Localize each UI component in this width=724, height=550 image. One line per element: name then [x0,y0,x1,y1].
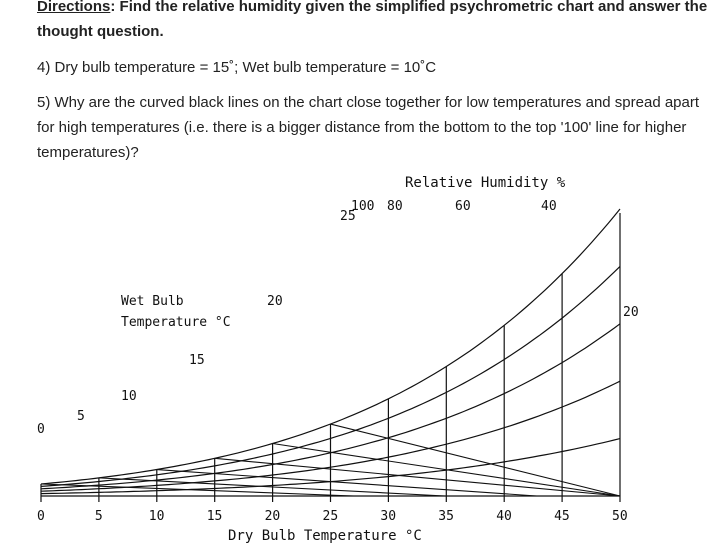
rh-curve-20 [40,438,621,495]
wb-label-5: 5 [77,409,85,424]
wb-label-0: 0 [37,422,45,437]
chart-labels: Relative Humidity % 100 80 60 40 20 Wet … [37,175,639,544]
psychrometric-chart: Relative Humidity % 100 80 60 40 20 Wet … [37,175,639,544]
question-4: 4) Dry bulb temperature = 15˚; Wet bulb … [37,59,437,76]
rh-curve-80 [40,265,621,487]
wet-bulb-line-25 [330,423,621,497]
relative-humidity-curves [40,208,621,495]
directions-body: Find the relative humidity given the sim… [37,0,708,40]
x-tick-30: 30 [380,509,396,524]
x-tick-10: 10 [149,509,165,524]
x-tick-40: 40 [496,509,512,524]
rh-label-40: 40 [541,199,557,214]
rh-label-100: 100 [351,199,374,214]
x-tick-5: 5 [95,509,103,524]
directions-text: Directions: Find the relative humidity g… [37,0,709,44]
chart-grid [40,213,621,502]
directions-label: Directions [37,0,111,15]
x-tick-20: 20 [265,509,281,524]
rh-title: Relative Humidity % [405,175,566,191]
rh-curve-40 [40,380,621,492]
wet-bulb-title-line1: Wet Bulb [121,294,184,309]
rh-curve-100 [40,208,621,485]
rh-label-80: 80 [387,199,403,214]
wet-bulb-line-10 [156,468,537,497]
wb-label-15: 15 [189,353,205,368]
rh-curve-60 [40,323,621,490]
x-tick-labels: 0 5 10 15 20 25 30 35 40 45 50 [37,509,628,524]
wet-bulb-line-5 [98,477,446,497]
question-5: 5) Why are the curved black lines on the… [37,94,700,161]
wet-bulb-line-15 [214,457,621,497]
directions-colon: : [110,0,116,15]
x-tick-50: 50 [612,509,628,524]
x-tick-35: 35 [438,509,454,524]
wb-label-20: 20 [267,294,283,309]
x-tick-15: 15 [207,509,223,524]
x-tick-45: 45 [554,509,570,524]
rh-label-60: 60 [455,199,471,214]
wb-label-10: 10 [121,389,137,404]
x-axis-label: Dry Bulb Temperature °C [228,528,422,544]
x-tick-25: 25 [323,509,339,524]
wb-label-25: 25 [340,209,356,224]
wet-bulb-title-line2: Temperature °C [121,315,231,330]
rh-label-20: 20 [623,305,639,320]
x-tick-0: 0 [37,509,45,524]
